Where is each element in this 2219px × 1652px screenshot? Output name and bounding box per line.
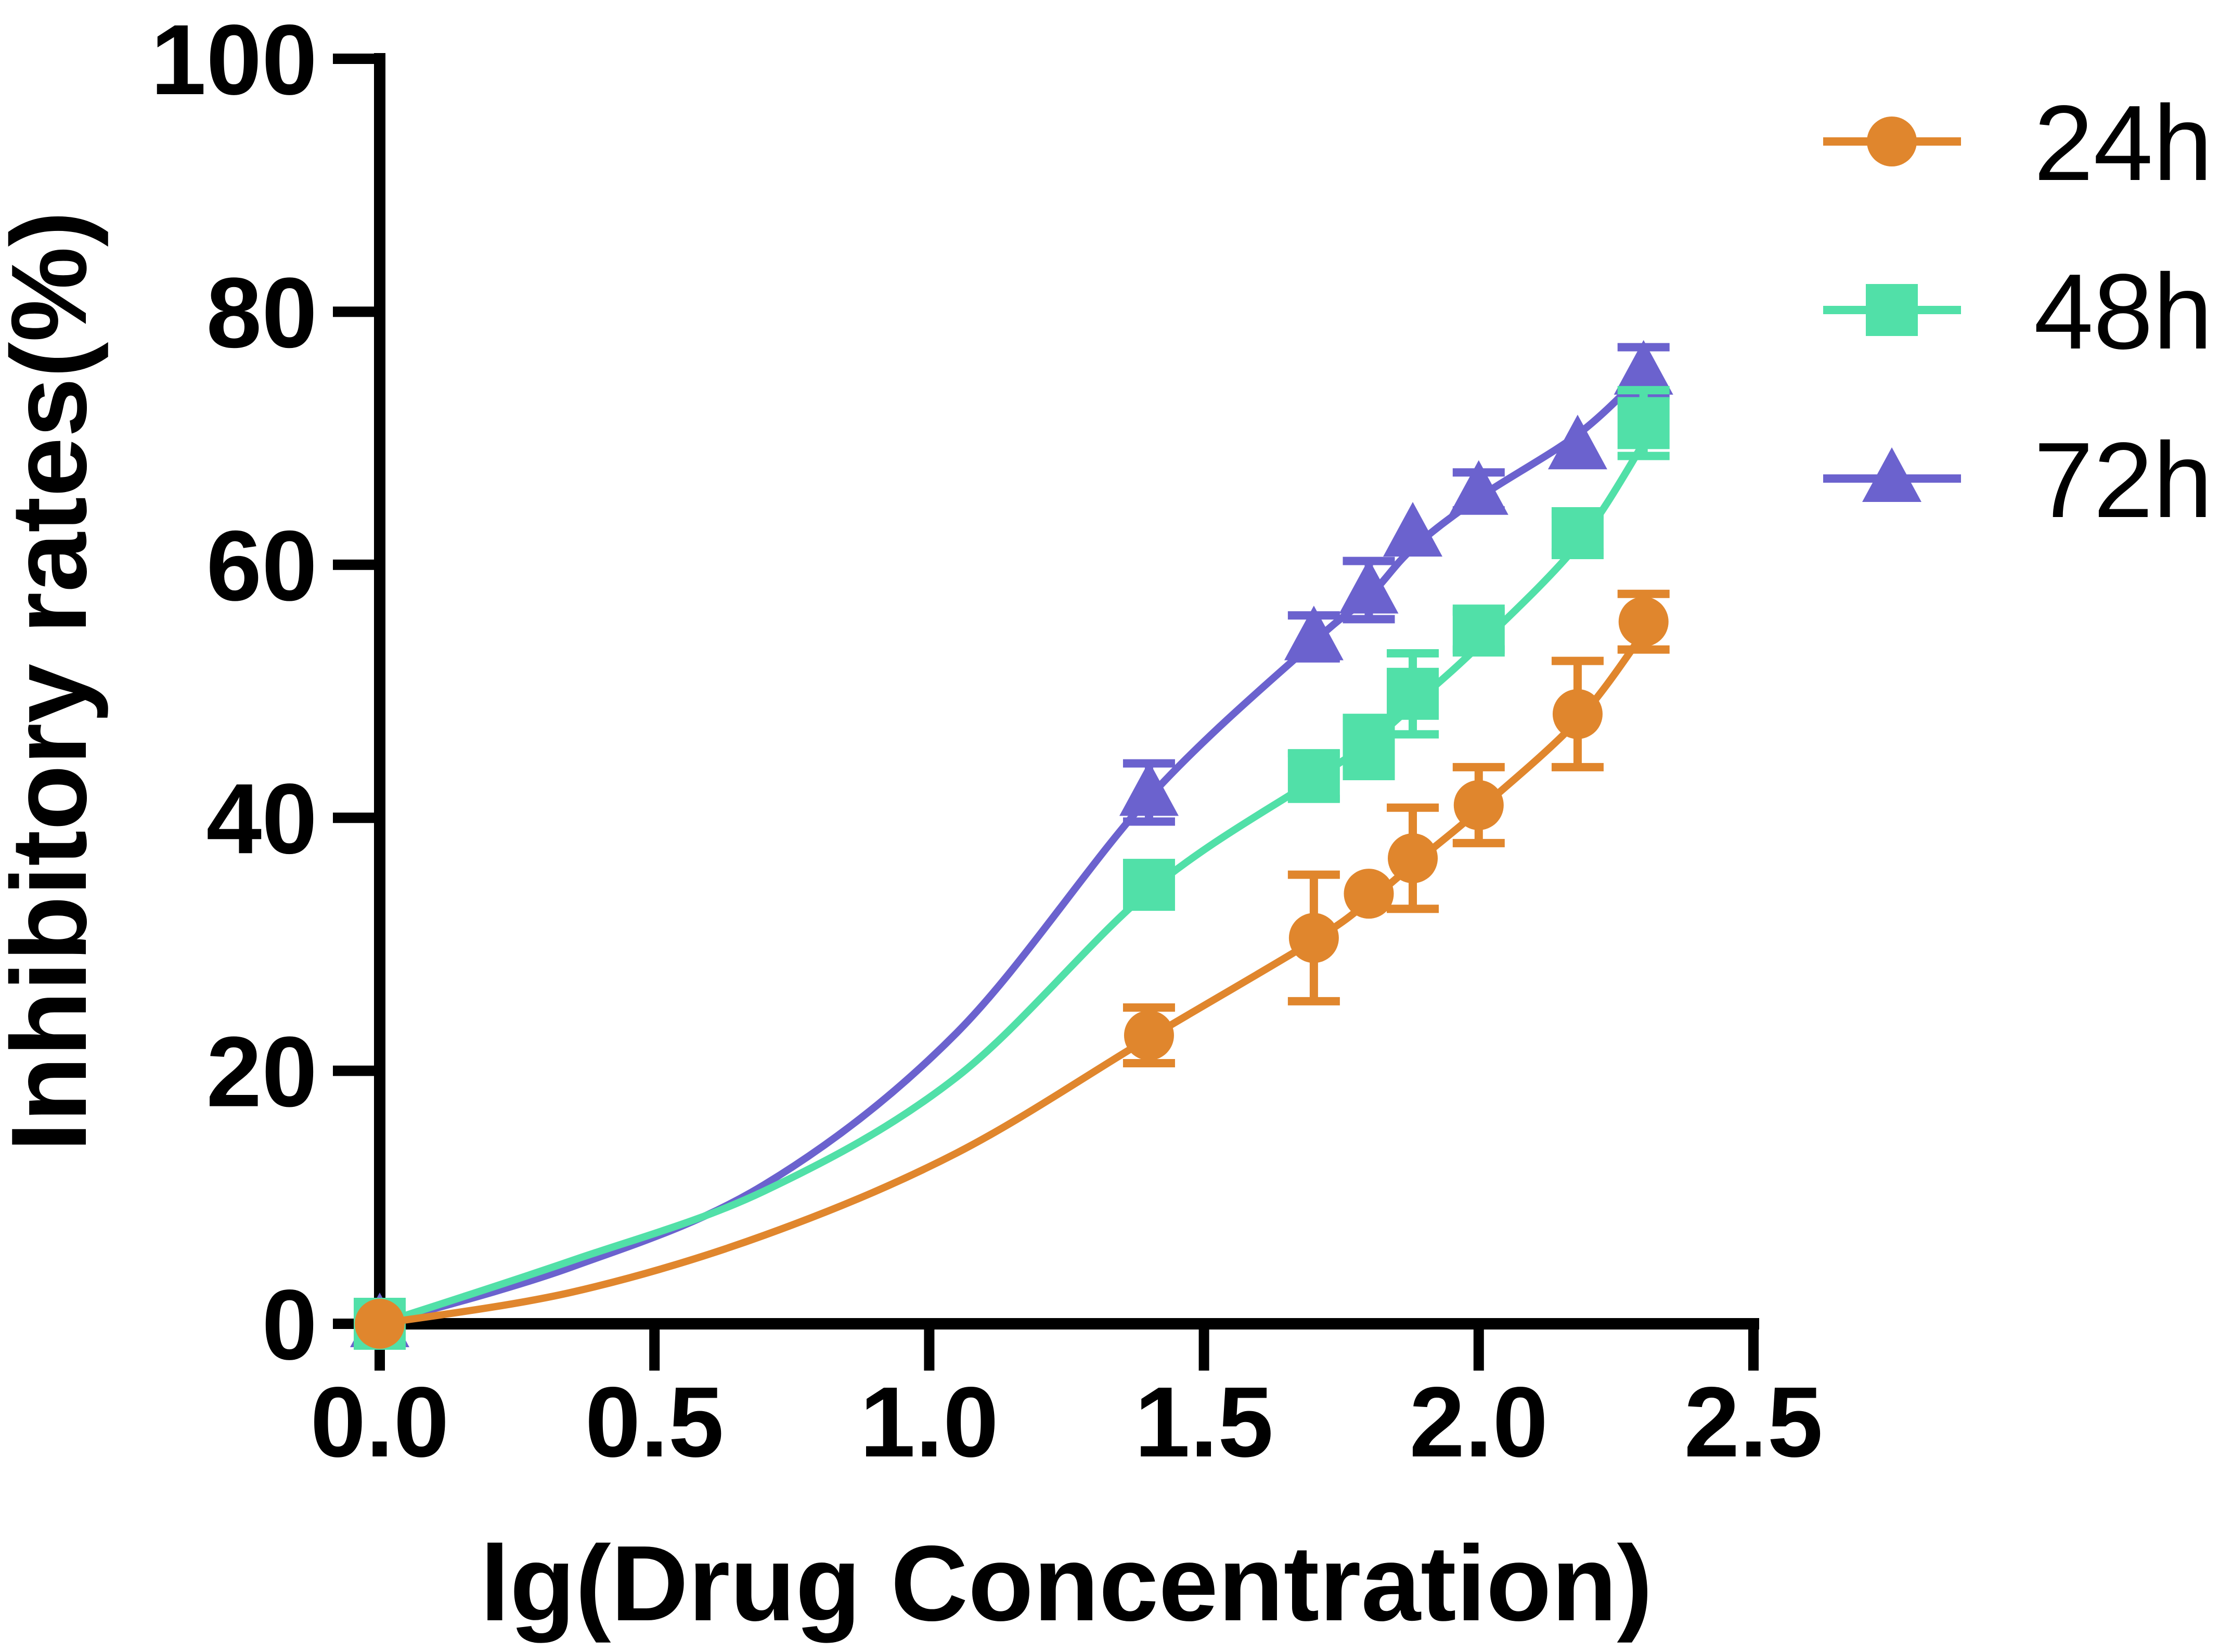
legend-label-24h: 24h	[2034, 83, 2213, 203]
y-tick-label: 40	[206, 763, 317, 874]
data-point-24h	[1288, 913, 1339, 963]
data-point-48h	[1287, 750, 1340, 802]
data-point-48h	[1452, 604, 1505, 657]
legend-item-24h: 24h	[1823, 83, 2213, 203]
legend-label-48h: 48h	[2034, 252, 2213, 371]
x-tick-label: 2.5	[1684, 1366, 1823, 1478]
data-point-48h	[1551, 507, 1604, 559]
legend-layer: 24h 48h 72h	[1823, 83, 2213, 540]
data-point-48h	[1343, 721, 1395, 773]
legend-item-72h: 72h	[1823, 420, 2213, 540]
data-point-48h	[1617, 397, 1670, 449]
data-point-24h	[1344, 869, 1394, 919]
legend-marker-48h	[1866, 284, 1918, 336]
y-tick-label: 100	[151, 4, 317, 115]
legend-item-48h: 48h	[1823, 252, 2213, 371]
y-tick-label: 60	[206, 510, 317, 622]
data-point-24h	[355, 1299, 405, 1349]
data-point-72h	[1119, 761, 1179, 816]
x-axis-title: lg(Drug Concentration)	[480, 1524, 1653, 1643]
data-point-72h	[1284, 605, 1344, 661]
y-tick-label: 80	[206, 256, 317, 368]
data-point-48h	[1387, 667, 1439, 720]
y-tick-label: 20	[206, 1016, 317, 1128]
legend-marker-72h	[1862, 447, 1921, 502]
data-point-48h	[1123, 859, 1175, 911]
data-point-24h	[1388, 833, 1438, 884]
data-point-72h	[1383, 502, 1443, 557]
x-tick-label: 2.0	[1409, 1366, 1548, 1478]
series-layer	[350, 340, 1673, 1350]
data-point-72h	[1547, 415, 1607, 470]
data-point-24h	[1124, 1010, 1174, 1061]
data-point-24h	[1618, 597, 1669, 647]
series-24h	[355, 589, 1670, 1349]
y-tick-label: 0	[262, 1269, 317, 1380]
legend-label-72h: 72h	[2034, 420, 2213, 540]
y-axis-title: Inhibitory rates(%)	[0, 211, 109, 1152]
data-point-24h	[1453, 780, 1504, 830]
x-tick-label: 1.0	[860, 1366, 999, 1478]
tick-layer: 0 20 40 60 80 100 0.0 0.5 1.0 1.5 2.0 2.5	[151, 4, 1823, 1478]
x-tick-label: 0.5	[585, 1366, 724, 1478]
legend-marker-24h	[1867, 117, 1917, 166]
data-point-72h	[1449, 460, 1508, 515]
series-48h	[354, 386, 1670, 1350]
data-point-72h	[1339, 559, 1399, 614]
x-tick-label: 0.0	[311, 1366, 449, 1478]
data-point-72h	[1614, 340, 1673, 395]
x-tick-label: 1.5	[1134, 1366, 1273, 1478]
data-point-24h	[1552, 689, 1603, 739]
